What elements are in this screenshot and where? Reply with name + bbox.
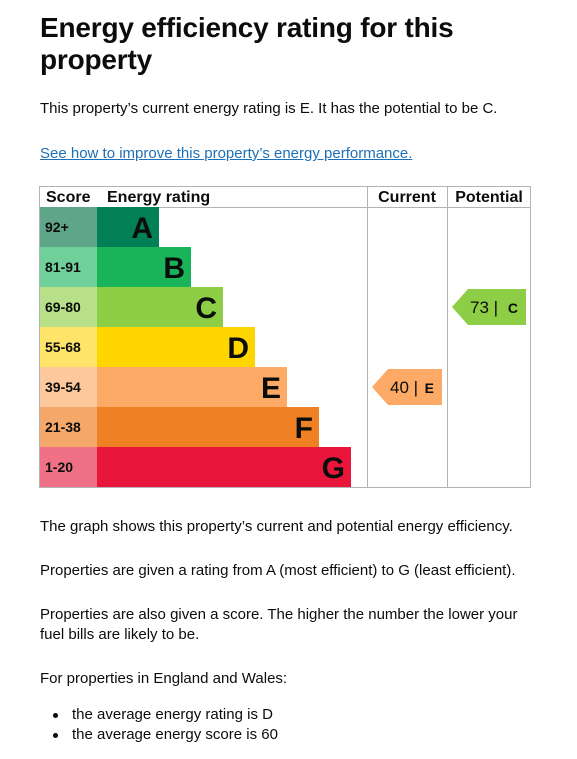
score-description: Properties are also given a score. The h… xyxy=(40,606,518,643)
score-cell-c xyxy=(40,287,97,327)
band-bar-a xyxy=(97,207,159,247)
band-bar-f xyxy=(97,407,319,447)
band-bar-b xyxy=(97,247,191,287)
score-label-g: 1-20 xyxy=(45,459,73,475)
list-item: the average energy rating is D xyxy=(40,705,540,725)
score-label-d: 55-68 xyxy=(45,339,81,355)
score-cell-a xyxy=(40,207,97,247)
current-score-label: 40 | xyxy=(390,378,418,397)
band-letter-e: E xyxy=(261,372,281,405)
energy-rating-chart: Score Energy rating Current Potential 92+ A 81… xyxy=(39,186,531,488)
improve-energy-link[interactable]: See how to improve this property’s energ… xyxy=(40,145,413,162)
band-bar-e xyxy=(97,367,287,407)
band-letter-d: D xyxy=(227,332,249,365)
score-cell-f xyxy=(40,407,97,447)
score-label-b: 81-91 xyxy=(45,259,81,275)
page-title: Energy efficiency rating for this proper… xyxy=(40,12,454,75)
score-label-e: 39-54 xyxy=(45,379,81,395)
graph-description: The graph shows this property’s current … xyxy=(40,518,513,535)
band-bar-c xyxy=(97,287,223,327)
chart-border xyxy=(39,186,531,488)
band-bar-g xyxy=(97,447,351,487)
averages-list: the average energy rating is D the avera… xyxy=(40,705,540,745)
potential-header: Potential xyxy=(455,189,523,206)
band-letter-f: F xyxy=(295,412,313,445)
score-cell-g xyxy=(40,447,97,487)
potential-rating-letter: C xyxy=(508,300,518,316)
current-rating-arrow xyxy=(372,369,442,405)
score-cell-b xyxy=(40,247,97,287)
rating-summary: This property’s current energy rating is… xyxy=(40,100,498,117)
current-header: Current xyxy=(378,189,436,206)
potential-rating-arrow xyxy=(452,289,526,325)
potential-score-label: 73 | xyxy=(470,298,498,317)
score-cell-d xyxy=(40,327,97,367)
list-item: the average energy score is 60 xyxy=(40,725,540,745)
energy-rating-header: Energy rating xyxy=(107,189,210,206)
score-header: Score xyxy=(46,189,91,206)
current-rating-letter: E xyxy=(425,380,434,396)
band-letter-g: G xyxy=(322,452,345,485)
england-wales-intro: For properties in England and Wales: xyxy=(40,670,288,687)
band-letter-b: B xyxy=(163,252,185,285)
band-letter-a: A xyxy=(131,212,153,245)
score-cell-e xyxy=(40,367,97,407)
band-letter-c: C xyxy=(195,292,217,325)
band-bar-d xyxy=(97,327,255,367)
score-label-f: 21-38 xyxy=(45,419,81,435)
energy-rating-svg: Score Energy rating Current Potential 92+ A 81… xyxy=(39,186,531,488)
score-label-a: 92+ xyxy=(45,219,69,235)
rating-scale-description: Properties are given a rating from A (mo… xyxy=(40,562,516,579)
score-label-c: 69-80 xyxy=(45,299,81,315)
